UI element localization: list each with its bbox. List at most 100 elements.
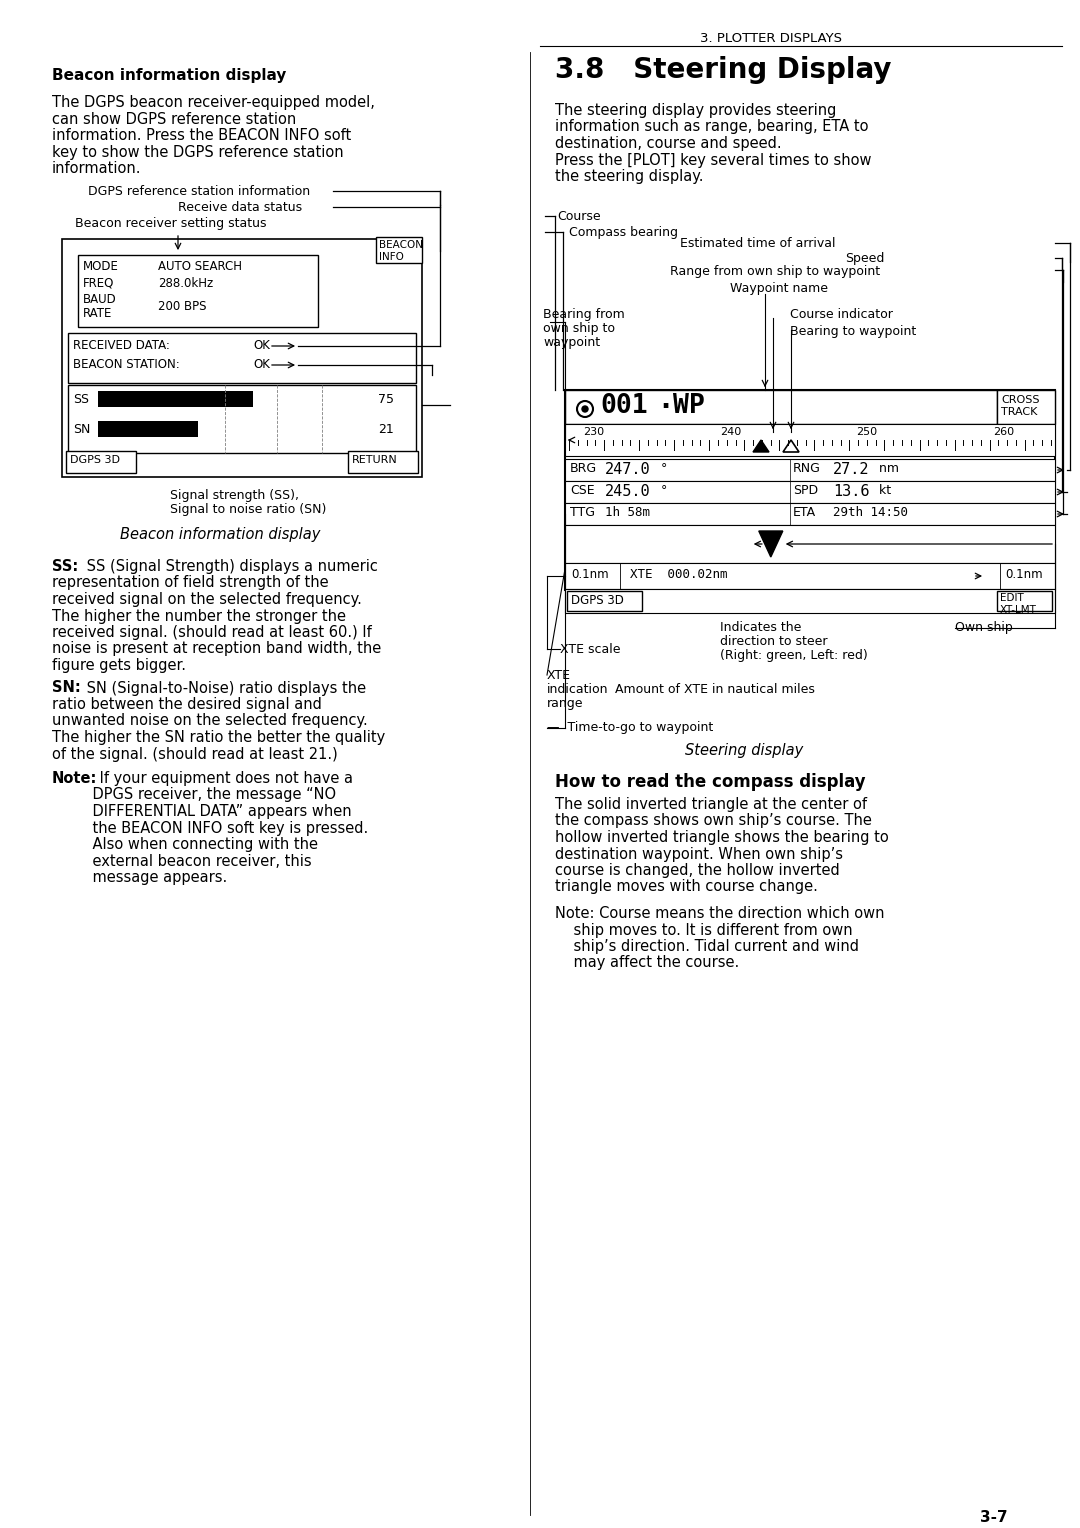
Text: noise is present at reception band width, the: noise is present at reception band width…	[52, 642, 381, 657]
Text: 001: 001	[600, 393, 648, 419]
Text: Waypoint name: Waypoint name	[730, 283, 828, 295]
Text: RECEIVED DATA:: RECEIVED DATA:	[73, 339, 170, 351]
Text: The DGPS beacon receiver-equipped model,: The DGPS beacon receiver-equipped model,	[52, 95, 375, 110]
Text: BEACON
INFO: BEACON INFO	[379, 240, 423, 261]
Text: AUTO SEARCH: AUTO SEARCH	[158, 260, 242, 274]
Text: Course indicator: Course indicator	[789, 309, 893, 321]
Text: Estimated time of arrival: Estimated time of arrival	[680, 237, 836, 251]
Polygon shape	[753, 440, 769, 452]
Bar	[66, 451, 136, 474]
Bar	[997, 591, 1052, 611]
Text: kt: kt	[875, 484, 891, 497]
Text: 75: 75	[378, 393, 394, 406]
Text: °: °	[661, 461, 667, 475]
Text: information. Press the BEACON INFO soft: information. Press the BEACON INFO soft	[52, 128, 351, 144]
Text: DIFFERENTIAL DATA” appears when: DIFFERENTIAL DATA” appears when	[75, 804, 352, 819]
Text: information.: information.	[52, 160, 141, 176]
Text: RNG: RNG	[793, 461, 821, 475]
Text: SS (Signal Strength) displays a numeric: SS (Signal Strength) displays a numeric	[82, 559, 378, 575]
Text: 1h 58m: 1h 58m	[605, 506, 650, 520]
Text: Note:: Note:	[52, 772, 97, 785]
Text: message appears.: message appears.	[75, 869, 227, 885]
Text: OK: OK	[253, 339, 270, 351]
Polygon shape	[783, 440, 799, 452]
Text: 21: 21	[378, 423, 394, 435]
Text: 3-7: 3-7	[980, 1510, 1008, 1525]
Bar	[565, 588, 1055, 613]
Text: FREQ: FREQ	[83, 277, 114, 290]
Text: CROSS
TRACK: CROSS TRACK	[1001, 396, 1039, 417]
Text: Range from own ship to waypoint: Range from own ship to waypoint	[670, 264, 880, 278]
Text: SS:: SS:	[52, 559, 78, 575]
Text: range: range	[546, 697, 583, 711]
Text: 27.2: 27.2	[833, 461, 869, 477]
Bar	[567, 591, 642, 611]
Text: key to show the DGPS reference station: key to show the DGPS reference station	[52, 145, 343, 159]
Text: 230: 230	[583, 426, 604, 437]
Text: 29th 14:50: 29th 14:50	[833, 506, 908, 520]
Text: Beacon receiver setting status: Beacon receiver setting status	[75, 217, 267, 231]
Text: (Right: green, Left: red): (Right: green, Left: red)	[720, 649, 867, 662]
Text: RETURN: RETURN	[352, 455, 397, 465]
Text: own ship to: own ship to	[543, 322, 615, 335]
Text: How to read the compass display: How to read the compass display	[555, 773, 866, 792]
Text: waypoint: waypoint	[543, 336, 600, 348]
Text: WP: WP	[673, 393, 705, 419]
Text: may affect the course.: may affect the course.	[555, 955, 739, 970]
Text: °: °	[661, 484, 667, 497]
Text: EDIT
XT-LMT: EDIT XT-LMT	[1000, 593, 1037, 614]
Bar	[98, 422, 198, 437]
Text: direction to steer: direction to steer	[720, 636, 827, 648]
Text: the steering display.: the steering display.	[555, 170, 703, 183]
Text: BRG: BRG	[570, 461, 597, 475]
Text: ratio between the desired signal and: ratio between the desired signal and	[52, 697, 322, 712]
Text: MODE: MODE	[83, 260, 119, 274]
Bar	[68, 385, 416, 452]
Text: Also when connecting with the: Also when connecting with the	[75, 837, 318, 853]
Text: hollow inverted triangle shows the bearing to: hollow inverted triangle shows the beari…	[555, 830, 889, 845]
Circle shape	[582, 406, 588, 413]
Text: BEACON STATION:: BEACON STATION:	[73, 358, 179, 371]
Text: 250: 250	[856, 426, 877, 437]
Text: DGPS 3D: DGPS 3D	[70, 455, 120, 465]
Text: 200 BPS: 200 BPS	[158, 299, 206, 313]
Text: received signal. (should read at least 60.) If: received signal. (should read at least 6…	[52, 625, 372, 640]
Text: Press the [PLOT] key several times to show: Press the [PLOT] key several times to sh…	[555, 153, 872, 168]
Text: Receive data status: Receive data status	[178, 202, 302, 214]
Text: ·: ·	[660, 396, 670, 422]
Text: destination waypoint. When own ship’s: destination waypoint. When own ship’s	[555, 847, 843, 862]
Text: SS: SS	[73, 393, 89, 406]
Text: Beacon information display: Beacon information display	[120, 527, 321, 542]
Bar	[565, 458, 1055, 481]
Text: 247.0: 247.0	[605, 461, 650, 477]
Bar	[68, 333, 416, 384]
Text: The higher the SN ratio the better the quality: The higher the SN ratio the better the q…	[52, 730, 386, 746]
Text: ETA: ETA	[793, 506, 816, 520]
Text: Speed: Speed	[845, 252, 885, 264]
Text: 288.0kHz: 288.0kHz	[158, 277, 213, 290]
Text: 13.6: 13.6	[833, 484, 869, 500]
Text: XTE: XTE	[546, 669, 571, 681]
Text: course is changed, the hollow inverted: course is changed, the hollow inverted	[555, 863, 840, 879]
Bar	[997, 390, 1055, 423]
Text: information such as range, bearing, ETA to: information such as range, bearing, ETA …	[555, 119, 868, 134]
Text: can show DGPS reference station: can show DGPS reference station	[52, 112, 296, 127]
Text: Steering display: Steering display	[685, 743, 804, 758]
Text: received signal on the selected frequency.: received signal on the selected frequenc…	[52, 591, 362, 607]
Bar	[565, 423, 1055, 455]
Text: Indicates the: Indicates the	[720, 620, 801, 634]
Text: SN (Signal-to-Noise) ratio displays the: SN (Signal-to-Noise) ratio displays the	[82, 680, 366, 695]
Text: 240: 240	[719, 426, 741, 437]
Text: 3. PLOTTER DISPLAYS: 3. PLOTTER DISPLAYS	[700, 32, 842, 44]
Bar	[565, 503, 1055, 526]
Text: The solid inverted triangle at the center of: The solid inverted triangle at the cente…	[555, 798, 867, 811]
Polygon shape	[759, 532, 783, 558]
Text: triangle moves with course change.: triangle moves with course change.	[555, 880, 818, 894]
Text: The steering display provides steering: The steering display provides steering	[555, 102, 836, 118]
Text: Signal strength (SS),: Signal strength (SS),	[170, 489, 299, 503]
Text: of the signal. (should read at least 21.): of the signal. (should read at least 21.…	[52, 747, 338, 761]
Text: figure gets bigger.: figure gets bigger.	[52, 659, 186, 672]
Bar	[565, 390, 997, 423]
Text: If your equipment does not have a: If your equipment does not have a	[95, 772, 353, 785]
Text: BAUD: BAUD	[83, 293, 117, 306]
